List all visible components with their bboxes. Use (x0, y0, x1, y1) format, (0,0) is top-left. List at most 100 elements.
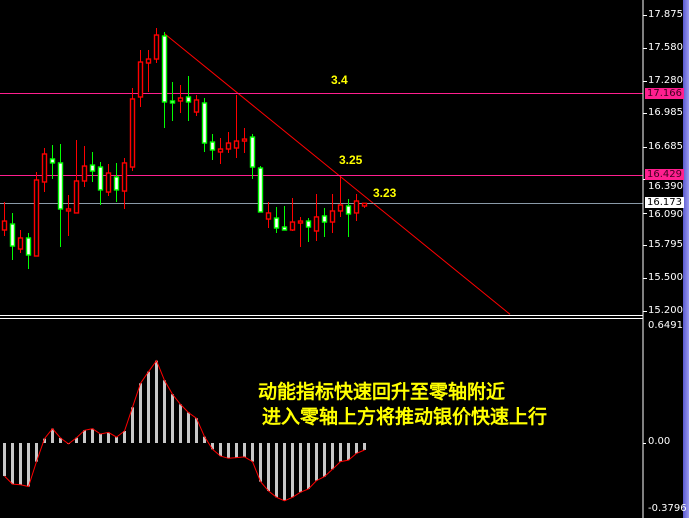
candle (89, 151, 96, 182)
macd-bar (323, 443, 326, 477)
candle-body (41, 153, 48, 183)
price-axis-label: 17.580 (648, 42, 683, 53)
macd-bar (59, 437, 62, 443)
price-axis-label: 17.280 (648, 75, 683, 86)
candle (273, 206, 280, 233)
macd-bar (43, 438, 46, 443)
level-label-3-23: 3.23 (373, 186, 397, 200)
macd-bar (131, 407, 134, 443)
candle (161, 32, 168, 128)
candle (217, 138, 224, 165)
candle (129, 88, 136, 172)
price-axis-label: 16.090 (648, 209, 683, 220)
candle (345, 199, 352, 237)
macd-bar (235, 443, 238, 458)
candle (201, 97, 208, 152)
candle-body (321, 215, 328, 223)
price-axis-label: 16.390 (648, 181, 683, 192)
candle (41, 148, 48, 193)
candle-body (273, 217, 280, 229)
candle (17, 230, 24, 254)
candle (297, 216, 304, 248)
macd-bar (11, 443, 14, 485)
macd-bar (123, 430, 126, 443)
candle-body (185, 96, 192, 103)
candle-body (257, 167, 264, 213)
macd-bar (347, 443, 350, 461)
candle-body (33, 179, 40, 257)
candle (33, 172, 40, 257)
candle-body (249, 136, 256, 168)
macd-bar (27, 443, 30, 487)
price-axis-label: 17.875 (648, 9, 683, 20)
candle (353, 194, 360, 222)
candle-body (153, 34, 160, 60)
macd-bar (355, 443, 358, 454)
macd-bar (307, 443, 310, 489)
candle (153, 27, 160, 64)
candle-body (241, 138, 248, 142)
trendline[interactable] (163, 32, 511, 315)
candle (137, 49, 144, 107)
candle (305, 218, 312, 242)
candle-body (145, 58, 152, 64)
macd-bar (219, 443, 222, 457)
candle (105, 164, 112, 197)
candle-body (337, 204, 344, 212)
candle (265, 202, 272, 229)
candle (329, 194, 336, 233)
candle-body (289, 221, 296, 231)
candle-body (137, 61, 144, 98)
candle (121, 157, 128, 209)
macd-bar (267, 443, 270, 492)
macd-bar (251, 443, 254, 462)
candle-body (217, 148, 224, 153)
macd-bar (203, 436, 206, 443)
candle-body (65, 208, 72, 212)
macd-bar (283, 443, 286, 501)
annotation-line-2: 进入零轴上方将推动银价快速上行 (262, 406, 548, 428)
candle (177, 85, 184, 114)
macd-bar (139, 383, 142, 443)
macd-bar (291, 443, 294, 498)
candle (9, 212, 16, 260)
candle-body (9, 223, 16, 247)
price-box-current: 16.173 (645, 197, 684, 208)
macd-bar (155, 360, 158, 443)
macd-bar (51, 428, 54, 443)
macd-bar (19, 443, 22, 485)
macd-bar (299, 443, 302, 493)
candle (241, 127, 248, 153)
macd-bar (195, 418, 198, 443)
candle (145, 49, 152, 93)
candle (225, 131, 232, 153)
macd-bar (163, 380, 166, 443)
candle-body (233, 140, 240, 149)
candle-body (121, 162, 128, 192)
candle-body (57, 162, 64, 210)
candle-body (161, 35, 168, 103)
macd-bar (35, 443, 38, 462)
candle-body (113, 176, 120, 191)
macd-bar (227, 443, 230, 459)
macd-bar (211, 443, 214, 450)
candle-body (225, 142, 232, 150)
macd-bar (363, 443, 366, 450)
candle-body (345, 205, 352, 215)
price-axis-label: 16.985 (648, 107, 683, 118)
price-axis-label: 15.200 (648, 305, 683, 316)
candle (49, 145, 56, 179)
candle-body (17, 237, 24, 250)
macd-signal-line (4, 359, 365, 502)
price-axis-label: 16.685 (648, 141, 683, 152)
macd-bar (275, 443, 278, 498)
candle (249, 133, 256, 179)
candle (113, 162, 120, 203)
macd-bar (91, 428, 94, 443)
macd-bar (115, 437, 118, 443)
candle (233, 95, 240, 158)
candle (25, 232, 32, 269)
candle-body (89, 164, 96, 172)
macd-bar (243, 443, 246, 457)
